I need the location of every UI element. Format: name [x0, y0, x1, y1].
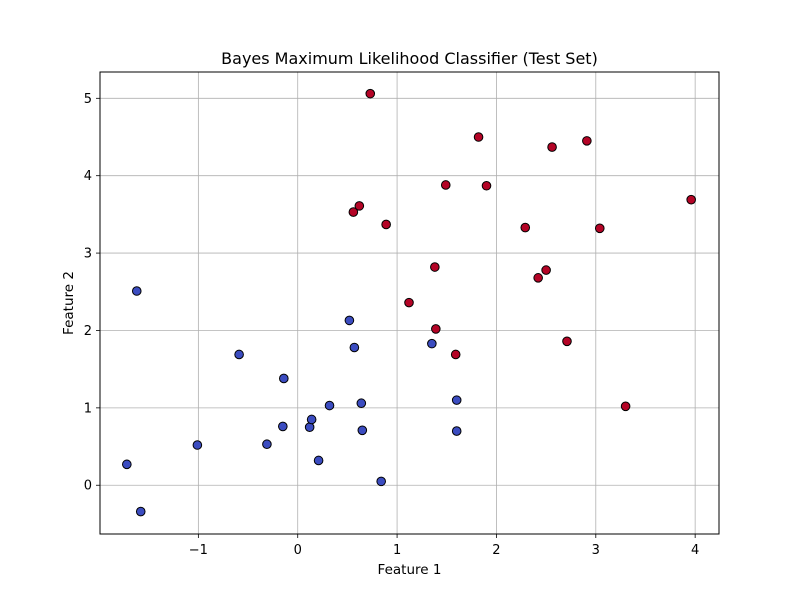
data-point-class-1	[481, 180, 492, 191]
data-point-class-1	[450, 349, 461, 360]
data-point-class-1	[354, 201, 365, 211]
data-point-class-1	[440, 180, 451, 190]
data-point-class-0	[451, 426, 462, 436]
x-tick-label: 4	[691, 543, 699, 558]
data-point-class-1	[533, 273, 543, 283]
data-point-class-1	[381, 219, 391, 230]
data-point-class-0	[135, 506, 146, 517]
x-tick-label: 2	[492, 543, 500, 558]
data-point-class-0	[356, 398, 367, 409]
data-points	[122, 88, 696, 517]
x-tick-label: −1	[189, 543, 208, 558]
plot-frame	[99, 71, 720, 535]
grid-lines	[100, 72, 719, 534]
data-point-class-1	[620, 401, 631, 412]
data-point-class-1	[541, 265, 551, 275]
data-point-class-0	[192, 440, 203, 450]
x-axis-ticks: −1 0 1 2 3 4	[189, 534, 699, 558]
data-point-class-0	[234, 349, 244, 360]
y-tick-label: 1	[84, 401, 92, 416]
y-tick-label: 0	[84, 479, 92, 494]
data-point-class-0	[349, 342, 360, 353]
x-tick-label: 3	[592, 543, 600, 558]
data-point-class-1	[430, 262, 440, 272]
data-point-class-1	[582, 136, 592, 146]
data-point-class-1	[520, 222, 531, 233]
data-point-class-1	[562, 336, 572, 347]
data-point-class-0	[304, 422, 315, 433]
data-point-class-1	[404, 297, 414, 308]
y-tick-label: 2	[84, 324, 92, 339]
data-point-class-0	[131, 286, 142, 296]
data-point-class-0	[357, 425, 368, 436]
data-point-class-0	[306, 414, 317, 425]
y-tick-label: 3	[84, 247, 92, 262]
data-point-class-0	[324, 400, 335, 411]
data-point-class-0	[451, 395, 462, 405]
data-point-class-0	[262, 439, 272, 450]
y-tick-label: 5	[84, 92, 92, 107]
data-point-class-0	[427, 338, 437, 349]
data-point-class-0	[122, 459, 132, 470]
y-axis-ticks: 0 1 2 3 4 5	[84, 92, 100, 494]
y-tick-label: 4	[84, 169, 92, 184]
data-point-class-0	[376, 476, 386, 487]
data-point-class-0	[278, 421, 288, 432]
x-tick-label: 0	[294, 543, 302, 558]
y-axis-label: Feature 2	[61, 271, 77, 335]
data-point-class-1	[547, 142, 557, 152]
data-point-class-1	[431, 324, 441, 334]
data-point-class-1	[686, 194, 696, 205]
data-point-class-0	[313, 455, 324, 466]
data-point-class-1	[365, 88, 376, 99]
x-axis-label: Feature 1	[378, 562, 442, 578]
data-point-class-1	[473, 132, 484, 142]
data-point-class-0	[344, 315, 355, 326]
chart-title: Bayes Maximum Likelihood Classifier (Tes…	[221, 49, 598, 68]
x-tick-label: 1	[393, 543, 401, 558]
data-point-class-1	[594, 223, 605, 234]
data-point-class-0	[279, 373, 289, 384]
data-point-class-1	[348, 207, 359, 217]
